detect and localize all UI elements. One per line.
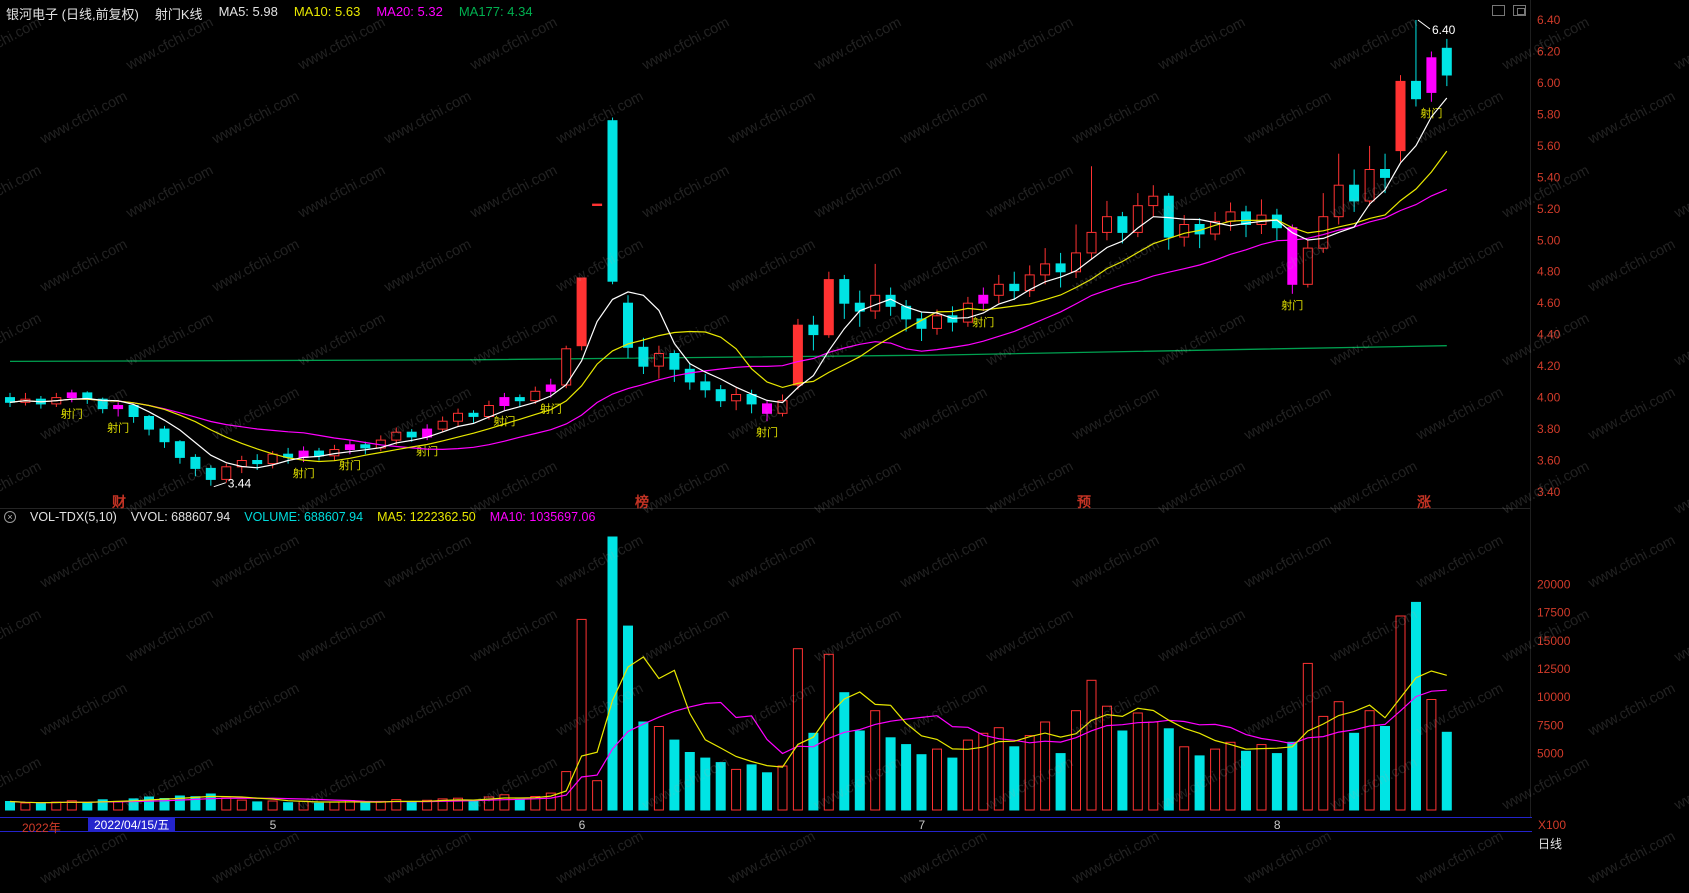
- hot-word: 涨: [1417, 494, 1431, 510]
- volume-value: VOLUME: 688607.94: [244, 510, 364, 524]
- svg-text:4.00: 4.00: [1537, 391, 1561, 405]
- hot-word-strip: 财 榜 预 涨: [0, 492, 1530, 510]
- vvol-value: VVOL: 688607.94: [130, 510, 231, 524]
- svg-text:6: 6: [579, 818, 586, 832]
- svg-text:5.00: 5.00: [1537, 233, 1561, 247]
- stock-title: 银河电子 (日线,前复权): [6, 7, 139, 22]
- minimize-pane-icon[interactable]: [1492, 5, 1505, 16]
- svg-text:7500: 7500: [1537, 718, 1564, 732]
- vol-ma5-legend: MA5: 1222362.50: [377, 510, 476, 524]
- svg-text:射门: 射门: [293, 466, 315, 480]
- restore-window-icon[interactable]: [1513, 5, 1526, 16]
- period-label[interactable]: 日线: [1538, 837, 1563, 851]
- svg-text:4.60: 4.60: [1537, 296, 1561, 310]
- hot-word: 财: [112, 494, 126, 510]
- svg-text:3.80: 3.80: [1537, 422, 1561, 436]
- svg-text:射门: 射门: [107, 421, 129, 435]
- selected-date-chip: 2022/04/15/五: [88, 818, 176, 832]
- svg-text:射门: 射门: [1281, 298, 1303, 312]
- svg-text:5.20: 5.20: [1537, 202, 1561, 216]
- ma20-legend: MA20: 5.32: [376, 4, 443, 19]
- svg-text:5.40: 5.40: [1537, 170, 1561, 184]
- svg-text:6.40: 6.40: [1537, 13, 1561, 27]
- svg-text:4.40: 4.40: [1537, 328, 1561, 342]
- hot-word: 预: [1077, 494, 1091, 510]
- svg-text:射门: 射门: [972, 315, 994, 329]
- volume-unit-label: X100: [1538, 818, 1567, 832]
- svg-text:4.20: 4.20: [1537, 359, 1561, 373]
- svg-text:6.40: 6.40: [1432, 23, 1456, 37]
- ma10-legend: MA10: 5.63: [293, 4, 361, 19]
- svg-text:7: 7: [919, 818, 926, 832]
- svg-text:3.44: 3.44: [228, 477, 252, 491]
- svg-text:3.40: 3.40: [1537, 485, 1561, 499]
- volume-header: × VOL-TDX(5,10) VVOL: 688607.94 VOLUME: …: [4, 510, 595, 524]
- ma177-legend: MA177: 4.34: [458, 4, 533, 19]
- time-axis[interactable]: 2022年 2022/04/15/五: [0, 817, 1532, 835]
- svg-text:5.80: 5.80: [1537, 107, 1561, 121]
- svg-text:射门: 射门: [493, 414, 515, 428]
- svg-text:17500: 17500: [1537, 606, 1571, 620]
- indicator-name: 射门K线: [154, 7, 203, 22]
- svg-text:5: 5: [270, 818, 277, 832]
- hot-word: 榜: [635, 494, 649, 510]
- svg-text:4.80: 4.80: [1537, 265, 1561, 279]
- svg-text:5.60: 5.60: [1537, 139, 1561, 153]
- window-controls: [1492, 5, 1526, 16]
- price-axis-divider: [1530, 0, 1531, 817]
- svg-text:8: 8: [1274, 818, 1281, 832]
- svg-text:15000: 15000: [1537, 634, 1571, 648]
- svg-text:6.20: 6.20: [1537, 45, 1561, 59]
- year-label: 2022年: [22, 821, 61, 835]
- svg-text:12500: 12500: [1537, 662, 1571, 676]
- svg-text:射门: 射门: [756, 425, 778, 439]
- vol-ma10-legend: MA10: 1035697.06: [489, 510, 596, 524]
- pane-separator: [0, 508, 1530, 509]
- indicator-collapse-icon[interactable]: ×: [4, 511, 16, 523]
- vol-indicator-name: VOL-TDX(5,10): [30, 510, 117, 524]
- svg-text:5000: 5000: [1537, 747, 1564, 761]
- svg-text:射门: 射门: [61, 406, 83, 420]
- svg-text:20000: 20000: [1537, 577, 1571, 591]
- svg-text:6.00: 6.00: [1537, 76, 1561, 90]
- kline-header: 银河电子 (日线,前复权) 射门K线 MA5: 5.98 MA10: 5.63 …: [6, 4, 533, 23]
- ma5-legend: MA5: 5.98: [218, 4, 278, 19]
- svg-text:10000: 10000: [1537, 690, 1571, 704]
- svg-text:3.60: 3.60: [1537, 454, 1561, 468]
- svg-text:射门: 射门: [339, 458, 361, 472]
- svg-text:射门: 射门: [416, 444, 438, 458]
- svg-text:射门: 射门: [540, 402, 562, 416]
